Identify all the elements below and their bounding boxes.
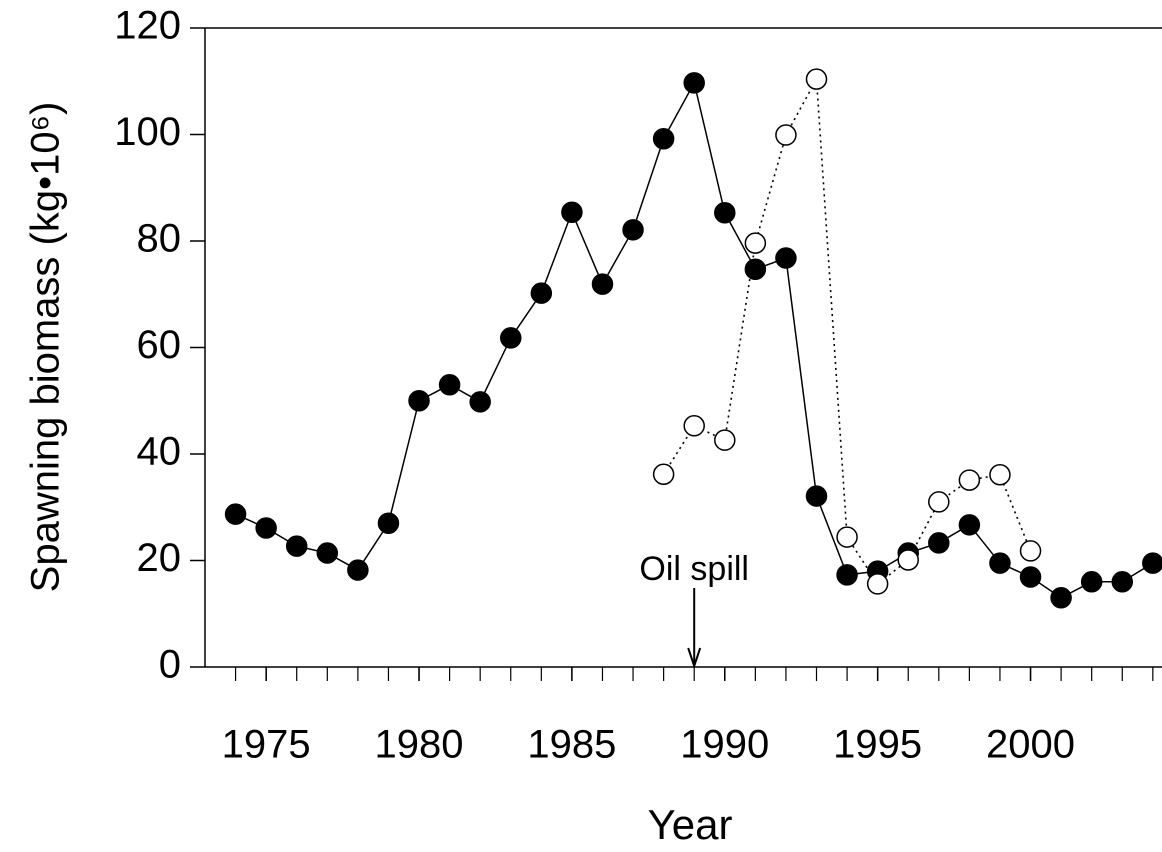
x-tick-label: 1985 [527,723,616,767]
data-point [1111,571,1134,593]
annotation: Oil spill [639,550,749,588]
y-tick-label: 40 [137,430,182,474]
data-point [928,491,950,513]
data-point [285,535,308,557]
x-tick-label: 1990 [680,723,769,767]
x-axis-title: Year [648,801,733,848]
data-point [316,542,339,564]
data-point [775,247,797,269]
data-point [989,464,1011,486]
data-point [377,512,400,534]
data-point [958,514,981,536]
data-point [591,273,614,295]
data-point [683,415,705,437]
data-point [714,429,736,451]
data-point [805,68,828,90]
x-tick-label: 1975 [222,723,311,767]
x-tick-label: 1995 [833,723,922,767]
data-point [775,124,797,146]
data-point [683,72,705,94]
y-axis-title: Spawning biomass (kg•10⁶) [24,102,68,593]
data-point [744,232,767,254]
data-point [714,202,736,224]
x-tick-label: 1980 [375,723,464,767]
data-point [652,463,675,485]
data-point [836,526,858,548]
data-point [1019,566,1042,588]
x-tick-label: 2000 [986,723,1075,767]
data-point [958,469,981,491]
data-point [469,391,491,413]
y-tick-label: 60 [137,323,182,367]
data-point [500,327,522,349]
data-point [561,201,583,223]
y-tick-label: 20 [137,536,182,580]
data-point [1080,571,1103,593]
data-point [652,128,675,150]
series-line [662,76,1032,586]
data-point [1142,552,1162,574]
data-point [622,219,644,241]
y-tick-label: 120 [114,4,181,48]
data-point [897,549,919,571]
data-point [805,485,828,507]
data-point [989,552,1011,574]
data-point [1050,587,1072,609]
y-tick-label: 80 [137,217,182,261]
data-point [744,258,767,280]
annotation-arrowhead [687,647,702,670]
data-point [866,573,889,595]
series-line [235,80,1154,599]
data-point [836,564,858,586]
data-point [928,532,950,554]
data-point [224,503,247,525]
data-point [255,517,277,539]
data-point [438,374,461,396]
y-tick-label: 0 [159,643,181,687]
data-point [347,559,369,581]
data-point [1019,540,1042,562]
data-point [530,282,553,304]
data-point [408,390,430,412]
y-tick-label: 100 [114,110,181,154]
